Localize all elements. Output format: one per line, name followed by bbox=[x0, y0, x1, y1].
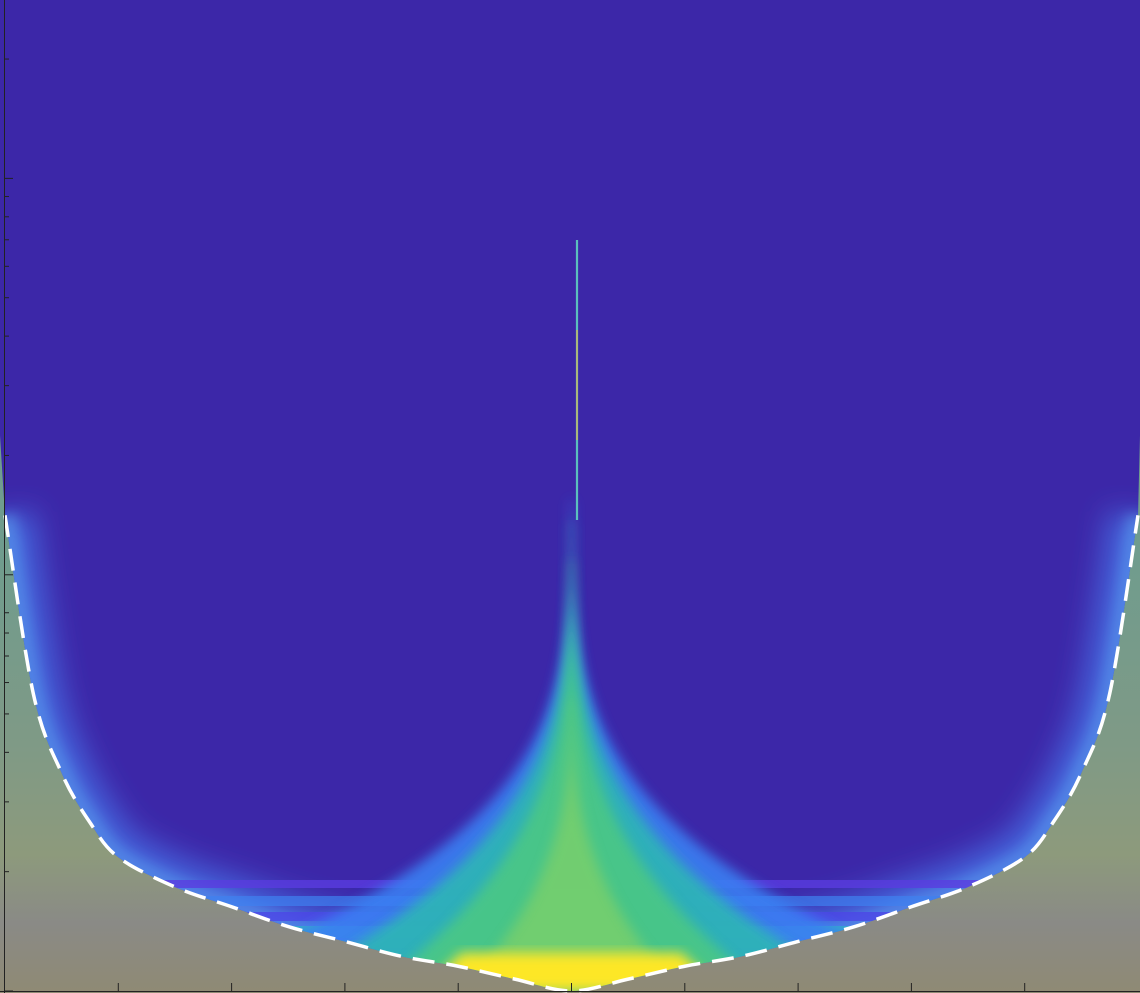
y-ticks bbox=[5, 58, 13, 992]
x-ticks bbox=[117, 983, 1026, 991]
central-spike-core bbox=[460, 700, 683, 991]
cone-of-influence-line bbox=[3, 515, 1140, 993]
